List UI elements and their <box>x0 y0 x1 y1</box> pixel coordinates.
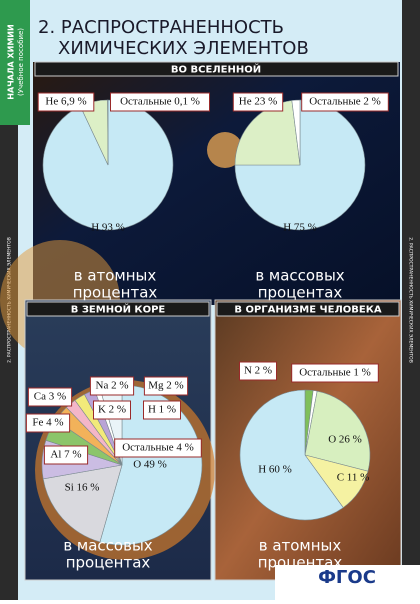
data-label: H 60 % <box>258 464 292 476</box>
data-label: Si 16 % <box>65 482 100 494</box>
side-text: 2. РАСПРОСТРАНЕННОСТЬ ХИМИЧЕСКИХ ЭЛЕМЕНТ… <box>408 237 414 363</box>
data-label: Na 2 % <box>96 380 129 392</box>
data-label: O 26 % <box>328 434 362 446</box>
section-header: ВО ВСЕЛЕННОЙ <box>171 63 261 76</box>
data-label: Остальные 4 % <box>122 442 194 454</box>
title: ХИМИЧЕСКИХ ЭЛЕМЕНТОВ <box>58 38 309 59</box>
section-header: В ОРГАНИЗМЕ ЧЕЛОВЕКА <box>234 305 381 316</box>
caption: процентах <box>258 284 343 302</box>
caption: в атомных <box>74 267 157 285</box>
caption: в массовых <box>63 537 152 555</box>
caption: в атомных <box>259 537 342 555</box>
data-label: K 2 % <box>98 404 126 416</box>
data-label: H 93 % <box>91 222 125 234</box>
data-label: O 49 % <box>133 459 167 471</box>
data-label: Mg 2 % <box>148 380 183 392</box>
title: 2. РАСПРОСТРАНЕННОСТЬ <box>38 17 284 38</box>
data-label: C 11 % <box>337 472 370 484</box>
data-label: Al 7 % <box>50 449 81 461</box>
data-label: Остальные 1 % <box>299 367 371 379</box>
caption: процентах <box>258 554 343 572</box>
data-label: Ca 3 % <box>34 391 66 403</box>
data-label: N 2 % <box>244 365 272 377</box>
series-label: (Учебное пособие) <box>17 28 25 96</box>
section-header: В ЗЕМНОЙ КОРЕ <box>71 303 166 316</box>
caption: процентах <box>73 284 158 302</box>
data-label: He 23 % <box>239 96 278 108</box>
data-label: H 75 % <box>283 222 317 234</box>
data-label: H 1 % <box>148 404 176 416</box>
series-label: НАЧАЛА ХИМИИ <box>7 24 16 99</box>
data-label: He 6,9 % <box>45 96 86 108</box>
caption: процентах <box>66 554 151 572</box>
data-label: Остальные 2 % <box>309 96 381 108</box>
caption: в массовых <box>255 267 344 285</box>
data-label: Fe 4 % <box>32 417 63 429</box>
data-label: Остальные 0,1 % <box>120 96 200 108</box>
